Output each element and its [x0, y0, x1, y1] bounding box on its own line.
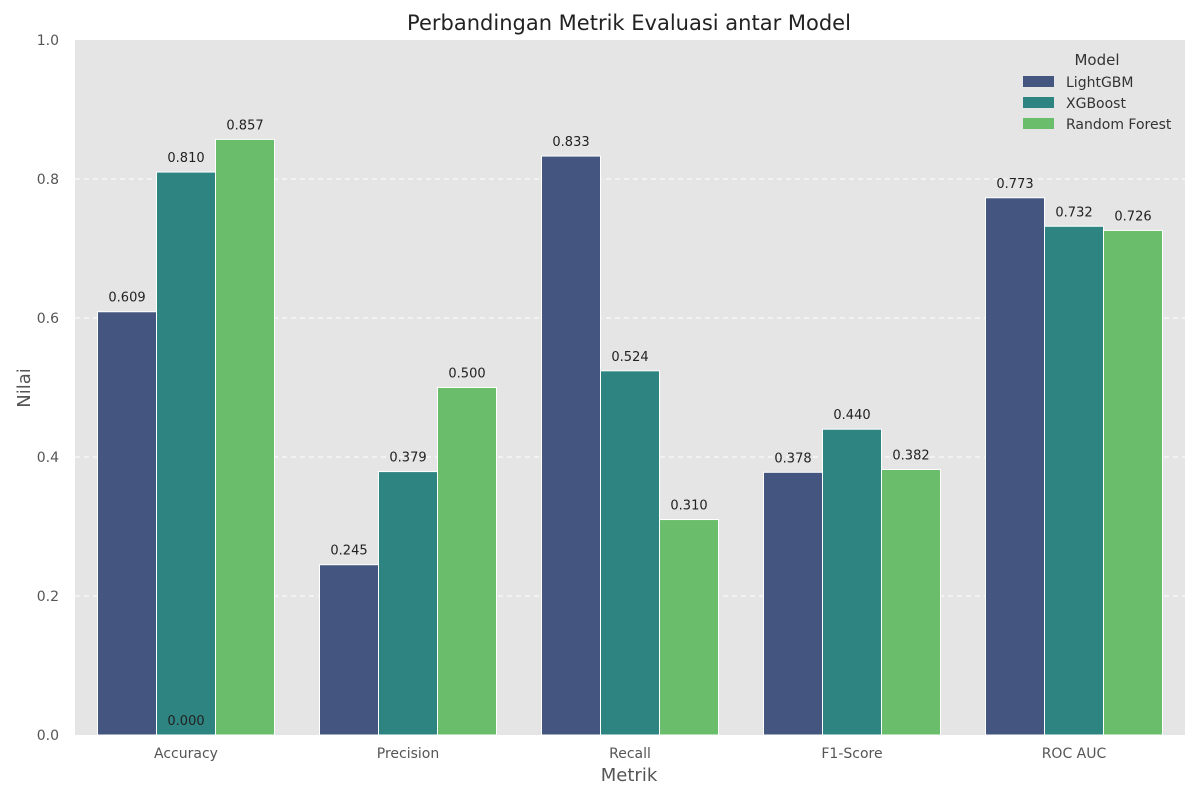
bar-value-label: 0.379 [389, 451, 426, 466]
bar-value-label: 0.833 [552, 135, 589, 150]
legend-item-label: XGBoost [1066, 96, 1126, 112]
bar [215, 138, 275, 736]
legend-swatch [1023, 97, 1054, 108]
x-tick-label: F1-Score [821, 746, 882, 762]
bar [659, 519, 719, 736]
y-tick-label: 0.4 [37, 450, 59, 466]
y-tick-label: 0.8 [37, 172, 59, 188]
bar-value-label: 0.310 [670, 499, 707, 514]
legend-item-label: LightGBM [1066, 75, 1133, 91]
bar [1103, 229, 1163, 736]
y-axis-label: Nilai [14, 368, 35, 408]
bar [822, 428, 882, 736]
bar [97, 311, 157, 736]
legend: Model LightGBM XGBoost Random Forest [1023, 51, 1172, 133]
bar [600, 370, 660, 736]
chart-title: Perbandingan Metrik Evaluasi antar Model [407, 11, 851, 35]
legend-swatch [1023, 76, 1054, 87]
bar [985, 197, 1045, 736]
y-axis-ticks: 0.0 0.2 0.4 0.6 0.8 1.0 [37, 33, 59, 744]
bar-value-label: 0.382 [892, 449, 929, 464]
x-tick-label: Recall [609, 746, 651, 762]
x-axis-ticks: Accuracy Precision Recall F1-Score ROC AUC [154, 746, 1106, 762]
y-tick-label: 0.6 [37, 311, 59, 327]
bar [763, 471, 823, 736]
bar-value-label: 0.726 [1114, 209, 1151, 224]
bar [156, 171, 216, 736]
bar [319, 564, 379, 736]
x-tick-label: ROC AUC [1042, 746, 1107, 762]
bar-value-label: 0.378 [774, 451, 811, 466]
bar-value-label: 0.440 [833, 408, 870, 423]
bar [881, 469, 941, 736]
legend-swatch [1023, 118, 1054, 129]
bar [1044, 225, 1104, 736]
legend-title: Model [1074, 51, 1119, 69]
bar-value-label: 0.500 [448, 367, 485, 382]
bar-value-label: 0.609 [108, 291, 145, 306]
bar-labels: 0.609 0.810 0.857 0.245 0.379 0.500 0.833 0.524… [108, 118, 1151, 729]
bar [437, 387, 497, 736]
bar-value-label: 0.857 [226, 118, 263, 133]
bar [378, 471, 438, 736]
bar [541, 155, 601, 736]
bar-value-label: 0.245 [330, 544, 367, 559]
x-tick-label: Accuracy [154, 746, 218, 762]
y-tick-label: 0.0 [37, 728, 59, 744]
x-tick-label: Precision [377, 746, 439, 762]
bars [97, 138, 1163, 736]
x-axis-label: Metrik [601, 765, 658, 786]
y-tick-label: 0.2 [37, 589, 59, 605]
annotation-label: 0.000 [167, 714, 204, 729]
bar-value-label: 0.773 [996, 177, 1033, 192]
bar-value-label: 0.810 [167, 151, 204, 166]
y-tick-label: 1.0 [37, 33, 59, 49]
bar-value-label: 0.732 [1055, 205, 1092, 220]
legend-item-label: Random Forest [1066, 117, 1172, 133]
bar-value-label: 0.524 [611, 350, 648, 365]
